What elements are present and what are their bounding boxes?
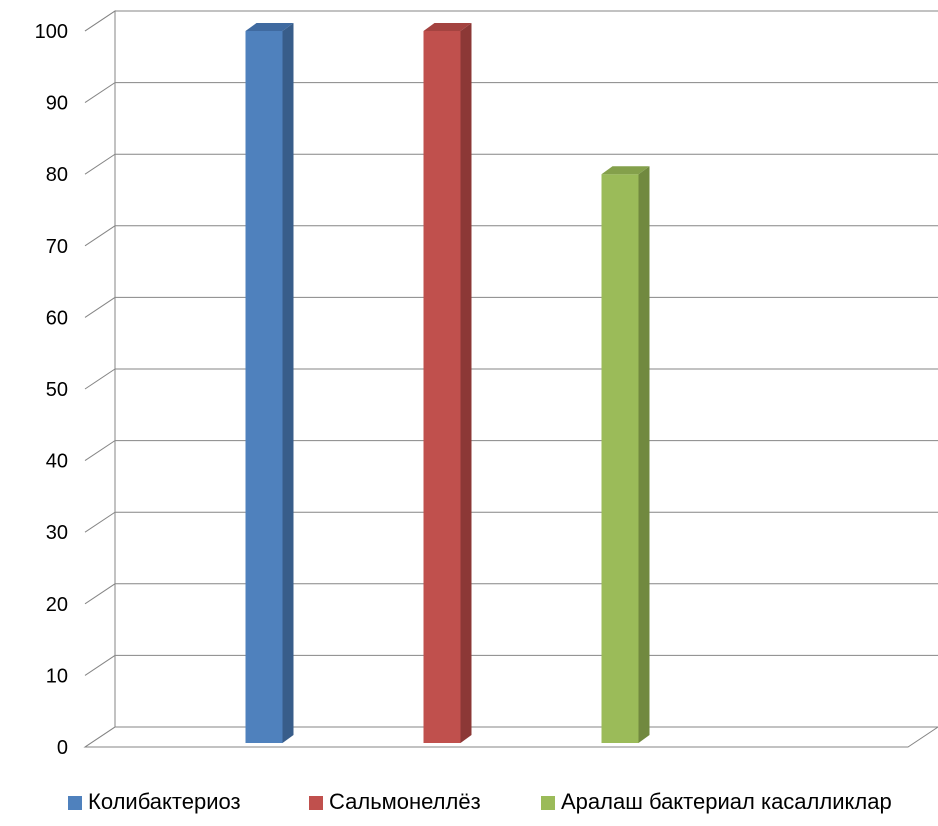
bar-side bbox=[460, 23, 472, 743]
legend-swatch bbox=[309, 796, 323, 810]
gridline bbox=[84, 440, 938, 462]
legend-label: Сальмонеллёз bbox=[329, 789, 481, 814]
floor bbox=[83, 726, 938, 748]
y-tick-label: 70 bbox=[46, 236, 68, 258]
y-tick-label: 100 bbox=[35, 21, 68, 43]
legend-swatch bbox=[541, 796, 555, 810]
y-tick-label: 30 bbox=[46, 522, 68, 544]
y-tick-label: 90 bbox=[46, 93, 68, 115]
legend: Колибактериоз Сальмонеллёз Аралаш бактериа… bbox=[68, 789, 892, 814]
legend-item: Аралаш бактериал касалликлар bbox=[541, 789, 892, 814]
gridline bbox=[84, 296, 938, 318]
bar-top bbox=[423, 23, 472, 31]
gridline bbox=[84, 225, 938, 247]
bar-front bbox=[423, 31, 461, 743]
y-tick-label: 80 bbox=[46, 164, 68, 186]
bar bbox=[601, 166, 650, 743]
gridline bbox=[84, 153, 938, 175]
gridline bbox=[84, 511, 938, 533]
y-tick-label: 0 bbox=[57, 737, 68, 759]
legend-item: Колибактериоз bbox=[68, 789, 241, 814]
bar-side bbox=[282, 23, 294, 743]
legend-item: Сальмонеллёз bbox=[309, 789, 481, 814]
gridline bbox=[84, 654, 938, 676]
gridlines bbox=[84, 10, 938, 676]
bar-front bbox=[601, 174, 639, 743]
y-axis: 0 10 20 30 40 50 60 70 80 90 100 bbox=[35, 21, 68, 759]
legend-label: Колибактериоз bbox=[88, 789, 241, 814]
gridline bbox=[84, 583, 938, 605]
bar bbox=[423, 23, 472, 743]
y-tick-label: 50 bbox=[46, 379, 68, 401]
gridline bbox=[84, 82, 938, 104]
y-tick-label: 10 bbox=[46, 665, 68, 687]
y-tick-label: 20 bbox=[46, 594, 68, 616]
chart-walls bbox=[83, 10, 938, 748]
bar bbox=[245, 23, 294, 743]
y-tick-label: 40 bbox=[46, 451, 68, 473]
bar-top bbox=[245, 23, 294, 31]
legend-label: Аралаш бактериал касалликлар bbox=[561, 789, 892, 814]
bar-top bbox=[601, 166, 650, 175]
legend-swatch bbox=[68, 796, 82, 810]
bar-side bbox=[638, 166, 650, 743]
gridline bbox=[84, 368, 938, 390]
bars bbox=[245, 23, 650, 743]
gridline bbox=[84, 10, 938, 32]
y-tick-label: 60 bbox=[46, 307, 68, 329]
bar-front bbox=[245, 31, 283, 743]
